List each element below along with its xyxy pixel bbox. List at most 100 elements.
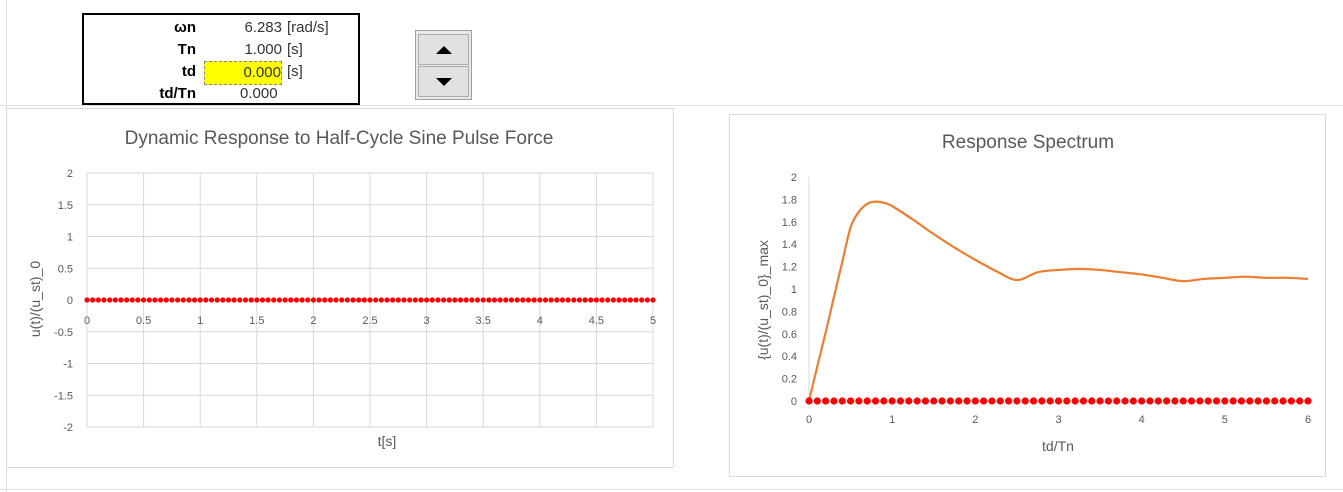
data-point (822, 397, 830, 405)
data-point (322, 297, 328, 303)
data-point (888, 397, 896, 405)
parameter-table: ωn 6.283 [rad/s] Tn 1.000 [s] td 0.000 [… (82, 13, 360, 105)
data-point (1246, 397, 1254, 405)
data-point (208, 297, 215, 303)
data-point (622, 297, 628, 303)
x-tick-label: 4.5 (589, 315, 604, 327)
data-point (412, 297, 418, 303)
data-point (84, 297, 90, 303)
chart-title: Dynamic Response to Half-Cycle Sine Puls… (125, 128, 554, 149)
param-value[interactable]: 1.000 (244, 41, 282, 58)
y-tick-label: 1 (791, 284, 797, 296)
data-point (299, 297, 305, 303)
data-point (440, 297, 447, 303)
data-point (971, 397, 979, 405)
td-input-cell[interactable]: 0.000 (204, 61, 282, 85)
data-point (95, 297, 101, 303)
data-point (305, 297, 311, 303)
data-point (1196, 397, 1204, 405)
data-point (1171, 397, 1179, 405)
param-label: td (181, 63, 196, 80)
param-value[interactable]: 0.000 (240, 85, 278, 102)
data-point (896, 397, 905, 405)
data-point (141, 297, 147, 303)
data-point (639, 297, 645, 303)
response-spectrum-chart[interactable]: Response Spectrum td/Tn {u(t)/(u_st)_0}_… (729, 114, 1326, 477)
data-point (1279, 397, 1287, 405)
param-unit: [rad/s] (287, 19, 329, 36)
data-point (152, 297, 158, 303)
dynamic-response-chart[interactable]: Dynamic Response to Half-Cycle Sine Puls… (6, 108, 674, 468)
data-point (474, 297, 481, 303)
data-point (1271, 397, 1279, 405)
x-tick-label: 3 (1055, 414, 1061, 426)
data-point (271, 297, 277, 303)
data-point (571, 297, 577, 303)
data-point (1146, 397, 1154, 405)
data-point (955, 397, 963, 405)
param-value[interactable]: 6.283 (244, 19, 282, 36)
data-point (378, 297, 384, 303)
data-point (880, 397, 888, 405)
x-tick-label: 2 (972, 414, 978, 426)
y-tick-label: 0 (791, 396, 797, 408)
x-tick-label: 1 (197, 315, 203, 327)
data-point (486, 297, 492, 303)
data-point (1179, 397, 1187, 405)
data-point (169, 297, 175, 303)
data-point (214, 297, 220, 303)
data-point (1029, 397, 1038, 405)
data-point (1038, 397, 1046, 405)
spin-down-button[interactable] (418, 66, 469, 97)
data-point (537, 297, 543, 303)
data-point (310, 297, 316, 303)
data-point (938, 397, 946, 405)
data-point (446, 297, 452, 303)
data-point (871, 397, 880, 405)
data-point (118, 297, 124, 303)
param-row-omega-n: ωn 6.283 [rad/s] (84, 17, 358, 39)
spin-button[interactable] (415, 30, 472, 100)
data-point (157, 297, 164, 303)
data-point (1104, 397, 1112, 405)
param-row-td: td 0.000 [s] (84, 61, 358, 85)
data-point (905, 397, 913, 405)
x-tick-label: 3.5 (476, 315, 491, 327)
x-tick-label: 0 (84, 315, 90, 327)
data-point (1287, 397, 1295, 405)
data-point (921, 397, 930, 405)
data-point (1229, 397, 1237, 405)
data-point (276, 297, 283, 303)
data-point (508, 297, 515, 303)
spin-up-button[interactable] (418, 34, 469, 65)
data-point (605, 297, 611, 303)
x-tick-label: 3 (424, 315, 430, 327)
data-point (1138, 397, 1146, 405)
data-point (90, 297, 96, 303)
data-point (1212, 397, 1221, 405)
x-tick-label: 0.5 (136, 315, 151, 327)
data-point (1154, 397, 1162, 405)
data-point (1237, 397, 1246, 405)
data-point (1096, 397, 1104, 405)
data-point (180, 297, 186, 303)
data-point (1304, 397, 1312, 405)
data-point (101, 297, 107, 303)
data-point (197, 297, 203, 303)
data-point (846, 397, 855, 405)
data-point (1079, 397, 1088, 405)
data-point (1071, 397, 1079, 405)
data-point (913, 397, 921, 405)
data-point (650, 297, 656, 303)
data-point (1005, 397, 1013, 405)
param-label: td/Tn (159, 85, 196, 102)
data-point (863, 397, 871, 405)
x-tick-label: 4 (1139, 414, 1145, 426)
spectrum-line (807, 200, 1309, 402)
x-tick-label: 5 (1222, 414, 1228, 426)
data-point (576, 297, 583, 303)
data-point (805, 397, 813, 405)
data-point (463, 297, 469, 303)
data-point (514, 297, 520, 303)
data-point (1021, 397, 1029, 405)
